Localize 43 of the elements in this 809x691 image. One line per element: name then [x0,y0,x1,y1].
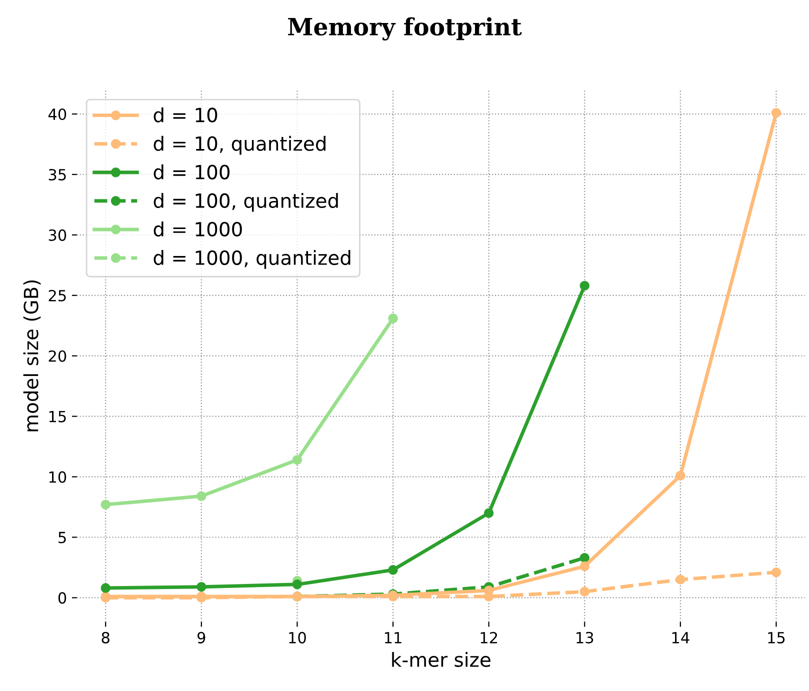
point [292,455,302,465]
y-tick-label: 25 [48,290,66,302]
x-tick-label: 13 [576,632,594,644]
legend-label: d = 1000 [154,221,242,237]
legend-label: d = 100, quantized [154,192,338,212]
point [388,314,398,324]
legend-label: d = 1000, quantized [154,250,350,269]
point [771,567,782,578]
point [196,491,206,501]
point [100,500,110,510]
y-axis-title: model size (GB) [23,280,41,432]
y-tick-label: 0 [58,592,66,604]
point [676,470,686,480]
point [580,280,590,291]
x-tick-label: 8 [102,632,110,644]
x-tick-label: 14 [672,632,690,644]
legend-label: d = 10, quantized [154,136,326,155]
y-tick-label: 15 [49,410,66,422]
point [580,561,590,572]
point [676,574,686,584]
x-tick-label: 12 [480,632,497,644]
x-tick-label: 9 [198,632,206,644]
x-tick-label: 10 [289,632,306,644]
point [196,582,206,592]
chart-title: Memory footprint [288,17,522,40]
point [100,583,110,593]
point [771,108,782,118]
point [580,586,590,597]
y-tick-label: 5 [58,532,66,544]
point [580,552,590,563]
point [484,508,494,518]
y-tick-label: 35 [48,168,66,180]
legend-label: d = 10 [154,107,218,122]
y-tick-label: 30 [48,229,66,241]
point [292,580,302,590]
y-tick-label: 40 [48,108,66,120]
y-tick-label: 20 [48,350,66,362]
x-tick-label: 15 [768,632,785,644]
point [388,565,398,575]
x-axis-title: k-mer size [392,652,490,668]
legend-label: d = 100 [154,164,230,180]
y-tick-label: 10 [49,471,66,483]
x-tick-label: 11 [384,632,402,644]
